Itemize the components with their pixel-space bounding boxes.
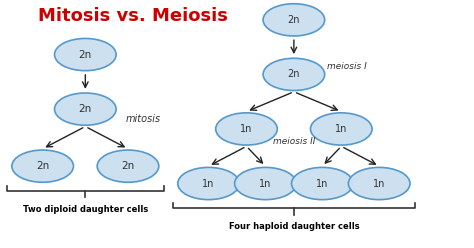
Circle shape <box>55 38 116 71</box>
Text: Two diploid daughter cells: Two diploid daughter cells <box>23 205 148 214</box>
Circle shape <box>12 150 73 182</box>
Circle shape <box>235 167 296 200</box>
Circle shape <box>348 167 410 200</box>
Text: 2n: 2n <box>288 69 300 79</box>
Text: Four haploid daughter cells: Four haploid daughter cells <box>228 222 359 231</box>
Circle shape <box>263 4 325 36</box>
Text: meiosis II: meiosis II <box>273 137 315 146</box>
Circle shape <box>178 167 239 200</box>
Text: 2n: 2n <box>288 15 300 25</box>
Text: 1n: 1n <box>202 179 215 188</box>
Text: 2n: 2n <box>79 104 92 114</box>
Circle shape <box>55 93 116 125</box>
Text: meiosis I: meiosis I <box>327 62 367 71</box>
Circle shape <box>97 150 159 182</box>
Circle shape <box>292 167 353 200</box>
Circle shape <box>216 113 277 145</box>
Text: 1n: 1n <box>259 179 272 188</box>
Text: mitosis: mitosis <box>126 114 161 124</box>
Text: 1n: 1n <box>373 179 385 188</box>
Circle shape <box>310 113 372 145</box>
Text: 1n: 1n <box>316 179 328 188</box>
Text: 2n: 2n <box>36 161 49 171</box>
Text: 1n: 1n <box>240 124 253 134</box>
Text: 2n: 2n <box>121 161 135 171</box>
Text: 2n: 2n <box>79 50 92 60</box>
Circle shape <box>263 58 325 91</box>
Text: 1n: 1n <box>335 124 347 134</box>
Text: Mitosis vs. Meiosis: Mitosis vs. Meiosis <box>38 7 228 26</box>
